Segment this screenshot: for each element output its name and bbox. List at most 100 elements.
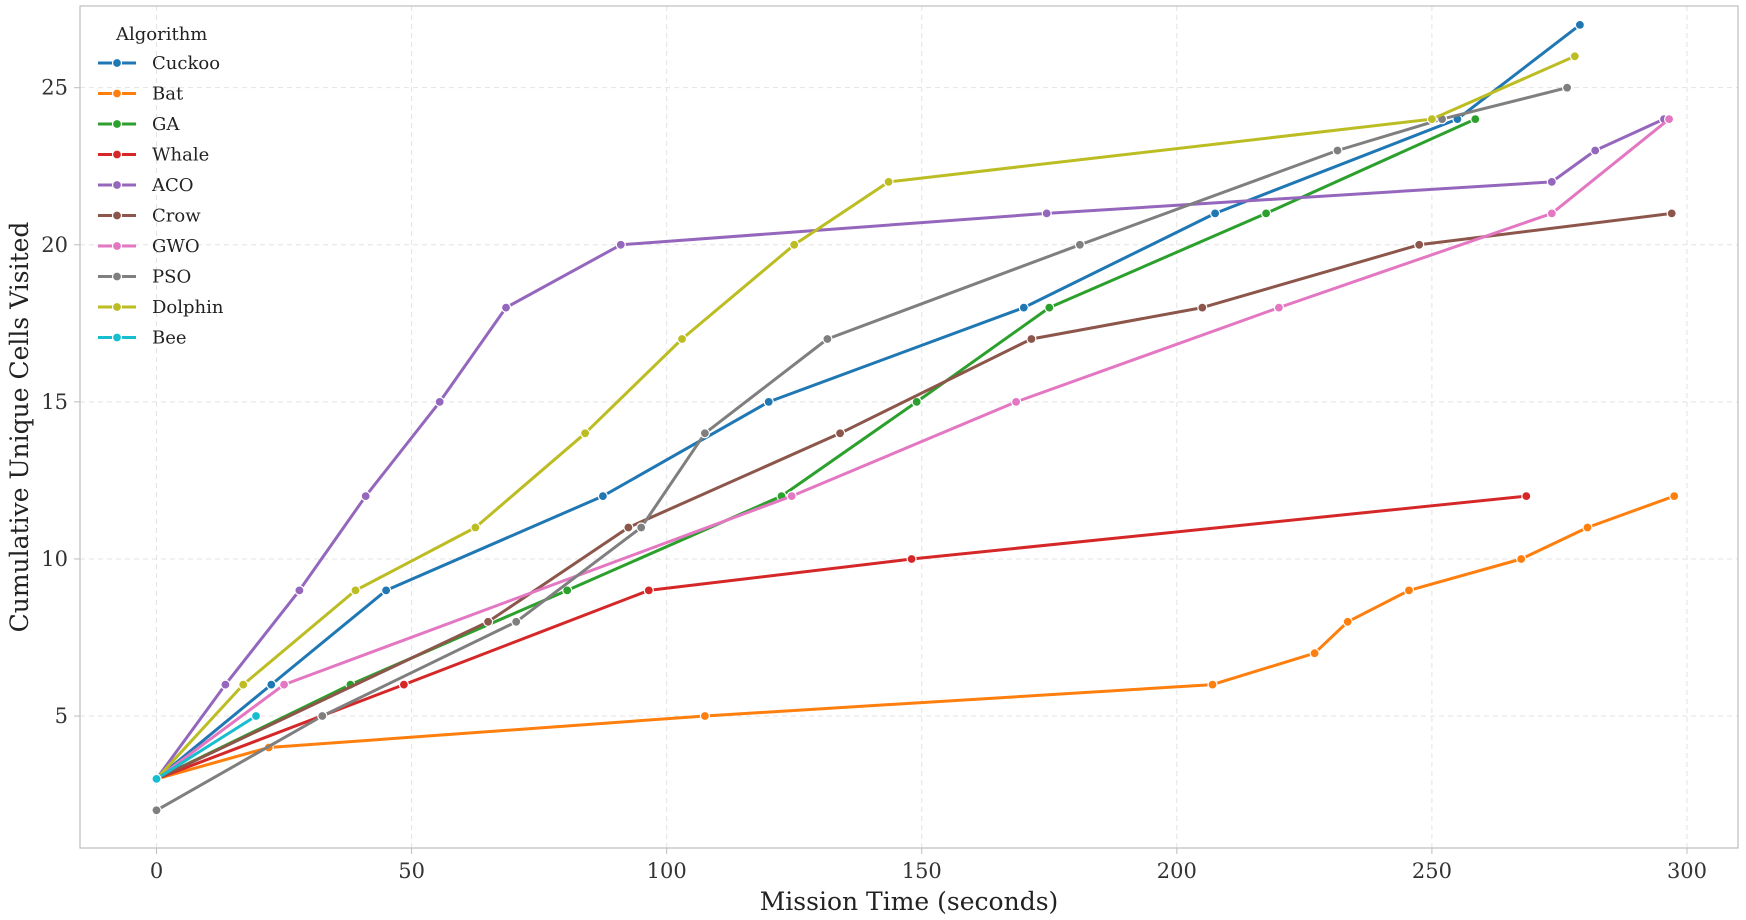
- point-pso: [151, 805, 162, 816]
- point-dolphin: [789, 239, 800, 250]
- point-gwo: [1663, 113, 1675, 125]
- point-dolphin: [883, 176, 894, 187]
- point-cuckoo: [1209, 208, 1221, 219]
- series-ga: [151, 113, 1481, 785]
- legend-label-cuckoo: Cuckoo: [152, 53, 220, 74]
- point-pso: [1074, 239, 1086, 250]
- x-tick-label: 300: [1667, 859, 1707, 883]
- point-crow: [834, 428, 846, 439]
- legend-marker-pso: [111, 271, 123, 282]
- y-axis: 5 10 15 20 25: [41, 76, 80, 728]
- point-gwo: [279, 679, 290, 690]
- point-crow: [623, 522, 634, 533]
- series-pso: [151, 82, 1573, 816]
- point-whale: [1521, 491, 1532, 502]
- legend-item-gwo: GWO: [98, 236, 200, 257]
- point-dolphin: [238, 679, 249, 690]
- point-aco: [1041, 208, 1052, 219]
- x-tick-label: 0: [150, 859, 163, 883]
- point-cuckoo: [1574, 19, 1586, 30]
- legend-marker-crow: [111, 210, 123, 221]
- legend-label-ga: GA: [152, 114, 180, 135]
- series-line-gwo: [155, 117, 1671, 781]
- legend-marker-bat: [111, 88, 123, 99]
- point-ga: [1044, 302, 1055, 313]
- legend-item-dolphin: Dolphin: [98, 297, 224, 318]
- point-bat: [1403, 585, 1415, 596]
- series-line-pso: [155, 86, 1569, 812]
- point-crow: [483, 616, 494, 627]
- series-line-aco: [155, 117, 1666, 781]
- series-line-bee: [155, 714, 258, 781]
- legend-label-aco: ACO: [151, 175, 194, 196]
- x-axis: 0 50 100 150 200 250 300: [150, 848, 1707, 883]
- point-pso: [699, 428, 711, 439]
- legend-item-cuckoo: Cuckoo: [98, 53, 220, 74]
- y-tick-label: 25: [41, 76, 68, 100]
- legend-label-gwo: GWO: [152, 236, 200, 257]
- point-pso: [1332, 145, 1343, 156]
- grid: [80, 6, 1738, 848]
- point-aco: [220, 679, 231, 690]
- series-line-crow: [155, 211, 1674, 781]
- point-aco: [615, 239, 626, 250]
- series-crow: [151, 208, 1677, 785]
- point-ga: [911, 396, 922, 407]
- legend-marker-gwo: [111, 240, 123, 252]
- legend-label-whale: Whale: [152, 145, 209, 166]
- point-dolphin: [470, 522, 481, 533]
- point-crow: [1414, 239, 1425, 250]
- legend-label-pso: PSO: [152, 267, 191, 288]
- point-crow: [1197, 302, 1208, 313]
- point-dolphin: [1426, 113, 1438, 125]
- series-dolphin: [151, 51, 1580, 785]
- legend-item-aco: ACO: [98, 175, 194, 196]
- point-bat: [1669, 491, 1680, 502]
- x-tick-label: 250: [1412, 859, 1452, 883]
- legend-label-bat: Bat: [152, 84, 184, 105]
- point-gwo: [786, 491, 797, 502]
- x-tick-label: 200: [1157, 859, 1197, 883]
- point-pso: [822, 333, 833, 345]
- point-aco: [500, 302, 512, 313]
- point-pso: [1561, 82, 1573, 93]
- legend-item-crow: Crow: [98, 206, 201, 227]
- point-dolphin: [676, 333, 688, 345]
- point-bee: [250, 710, 262, 722]
- point-aco: [1590, 145, 1601, 156]
- point-dolphin: [579, 428, 591, 439]
- point-bat: [699, 710, 711, 722]
- legend-item-bee: Bee: [98, 328, 187, 349]
- x-tick-label: 100: [647, 859, 687, 883]
- series-layer: [151, 19, 1680, 816]
- point-gwo: [1546, 208, 1557, 219]
- series-aco: [151, 113, 1670, 785]
- legend-marker-cuckoo: [111, 57, 123, 69]
- point-crow: [1026, 333, 1037, 345]
- legend-label-bee: Bee: [152, 328, 187, 349]
- legend-label-crow: Crow: [152, 206, 201, 227]
- point-aco: [434, 396, 445, 407]
- point-dolphin: [1569, 51, 1580, 62]
- point-ga: [562, 585, 573, 596]
- point-aco: [360, 491, 371, 502]
- point-bat: [1342, 616, 1353, 627]
- legend-marker-dolphin: [111, 301, 123, 313]
- y-tick-label: 5: [55, 704, 68, 728]
- point-bat: [1516, 553, 1527, 565]
- series-bee: [151, 710, 262, 785]
- point-ga: [1260, 208, 1272, 219]
- point-cuckoo: [381, 585, 392, 596]
- point-aco: [1546, 176, 1557, 187]
- y-tick-label: 15: [41, 390, 68, 414]
- point-bat: [1309, 648, 1320, 659]
- y-tick-label: 10: [41, 547, 68, 571]
- legend-item-pso: PSO: [98, 267, 191, 288]
- point-dolphin: [350, 585, 361, 596]
- legend-marker-ga: [111, 118, 123, 130]
- x-tick-label: 50: [398, 859, 425, 883]
- point-pso: [636, 522, 647, 533]
- legend-item-whale: Whale: [98, 145, 209, 166]
- series-line-whale: [155, 494, 1528, 781]
